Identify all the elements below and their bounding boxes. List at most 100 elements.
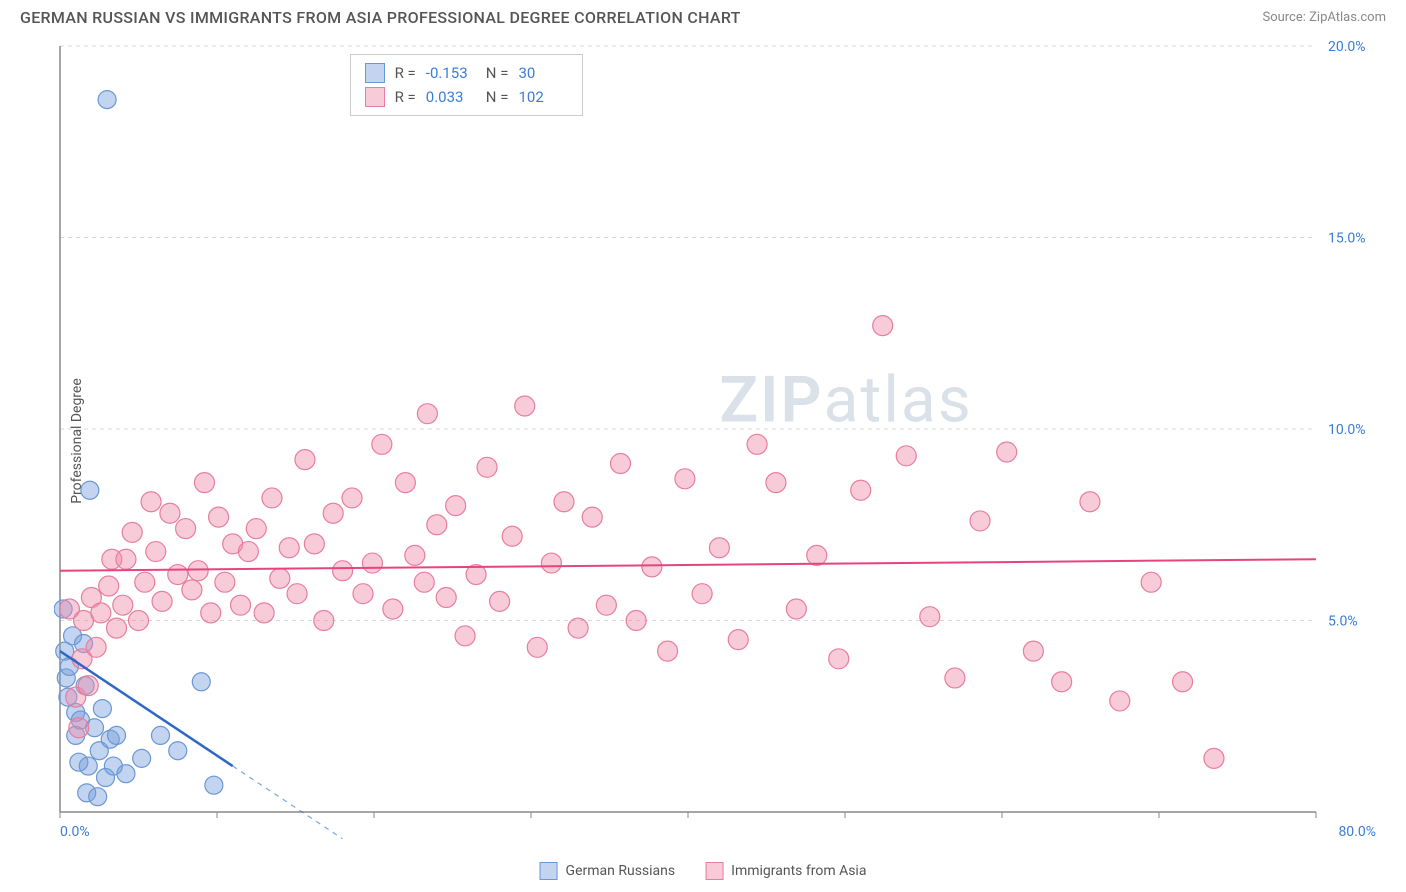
data-point [314, 611, 334, 631]
data-point [79, 757, 97, 775]
data-point [279, 538, 299, 558]
data-point [414, 572, 434, 592]
chart-area: Professional Degree ZIPatlas5.0%10.0%15.… [54, 40, 1386, 842]
data-point [151, 726, 169, 744]
data-point [122, 522, 142, 542]
data-point [194, 473, 214, 493]
data-point [1110, 691, 1130, 711]
data-point [692, 584, 712, 604]
y-tick-label: 20.0% [1328, 40, 1366, 55]
data-point [323, 503, 343, 523]
data-point [215, 572, 235, 592]
r-value: -0.153 [426, 61, 476, 85]
data-point [295, 450, 315, 470]
legend-label: German Russians [566, 863, 676, 879]
data-point [113, 595, 133, 615]
stats-legend-box: R = -0.153 N = 30 R = 0.033 N = 102 [350, 54, 584, 116]
legend-swatch [705, 862, 723, 880]
r-label: R = [395, 85, 416, 109]
legend-item: Immigrants from Asia [705, 862, 866, 880]
data-point [582, 507, 602, 527]
data-point [152, 591, 172, 611]
data-point [515, 396, 535, 416]
data-point [896, 446, 916, 466]
y-tick-label: 5.0% [1328, 614, 1358, 630]
source-attribution: Source: ZipAtlas.com [1262, 10, 1386, 25]
data-point [99, 576, 119, 596]
data-point [568, 618, 588, 638]
data-point [78, 676, 98, 696]
data-point [851, 480, 871, 500]
data-point [176, 519, 196, 539]
data-point [93, 700, 111, 718]
data-point [1204, 748, 1224, 768]
stats-row: R = 0.033 N = 102 [365, 85, 569, 109]
legend-swatch [365, 87, 385, 107]
data-point [527, 637, 547, 657]
data-point [490, 591, 510, 611]
data-point [417, 404, 437, 424]
legend-item: German Russians [540, 862, 676, 880]
data-point [829, 649, 849, 669]
data-point [201, 603, 221, 623]
x-tick-label: 80.0% [1338, 824, 1376, 840]
data-point [192, 673, 210, 691]
legend-swatch [365, 63, 385, 83]
data-point [86, 637, 106, 657]
data-point [477, 457, 497, 477]
data-point [1173, 672, 1193, 692]
r-value: 0.033 [426, 85, 476, 109]
data-point [262, 488, 282, 508]
data-point [395, 473, 415, 493]
y-tick-label: 15.0% [1328, 231, 1366, 247]
data-point [541, 553, 561, 573]
data-point [238, 542, 258, 562]
data-point [91, 603, 111, 623]
data-point [728, 630, 748, 650]
data-point [610, 453, 630, 473]
data-point [446, 496, 466, 516]
data-point [807, 545, 827, 565]
data-point [169, 742, 187, 760]
data-point [362, 553, 382, 573]
data-point [920, 607, 940, 627]
data-point [626, 611, 646, 631]
data-point [642, 557, 662, 577]
data-point [209, 507, 229, 527]
stats-row: R = -0.153 N = 30 [365, 61, 569, 85]
data-point [135, 572, 155, 592]
n-value: 30 [518, 61, 568, 85]
data-point [254, 603, 274, 623]
data-point [108, 726, 126, 744]
x-tick-label: 0.0% [60, 824, 90, 840]
data-point [455, 626, 475, 646]
data-point [107, 618, 127, 638]
data-point [747, 434, 767, 454]
r-label: R = [395, 61, 416, 85]
data-point [997, 442, 1017, 462]
data-point [372, 434, 392, 454]
n-value: 102 [518, 85, 568, 109]
data-point [383, 599, 403, 619]
data-point [231, 595, 251, 615]
data-point [81, 481, 99, 499]
data-point [1141, 572, 1161, 592]
data-point [133, 749, 151, 767]
data-point [709, 538, 729, 558]
data-point [160, 503, 180, 523]
data-point [304, 534, 324, 554]
data-point [246, 519, 266, 539]
data-point [1052, 672, 1072, 692]
data-point [146, 542, 166, 562]
data-point [675, 469, 695, 489]
data-point [786, 599, 806, 619]
n-label: N = [486, 61, 509, 85]
data-point [287, 584, 307, 604]
data-point [502, 526, 522, 546]
data-point [205, 776, 223, 794]
data-point [333, 561, 353, 581]
n-label: N = [486, 85, 509, 109]
data-point [116, 549, 136, 569]
data-point [188, 561, 208, 581]
data-point [596, 595, 616, 615]
